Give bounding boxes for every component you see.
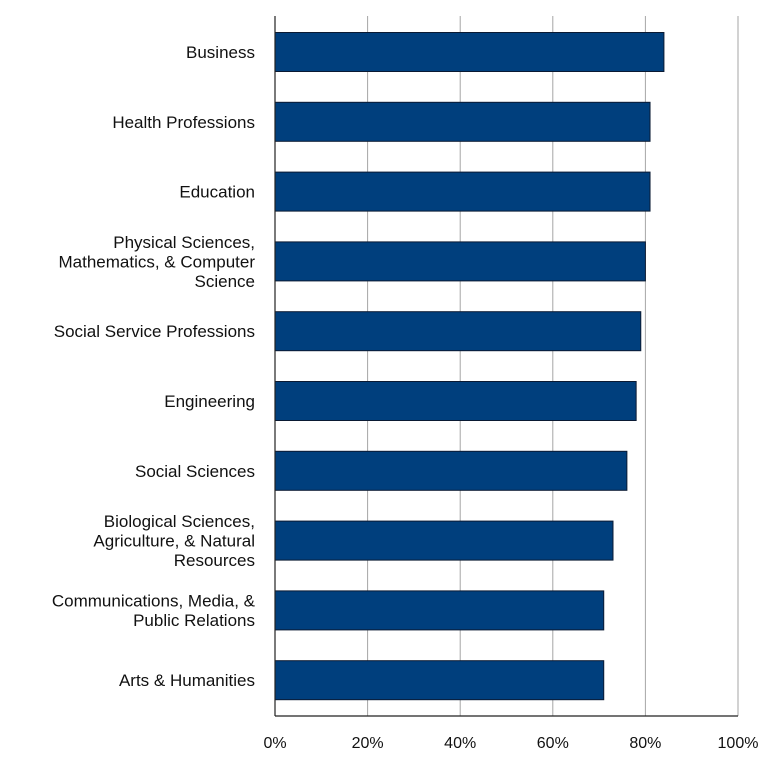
x-tick-label: 40%: [444, 735, 476, 752]
bar: [274, 590, 605, 631]
category-label: Biological Sciences, Agriculture, & Natur…: [93, 512, 255, 570]
bar: [274, 381, 637, 421]
x-tick-label: 100%: [718, 735, 759, 752]
bar: [274, 311, 642, 352]
bar: [274, 101, 651, 142]
x-tick-label: 0%: [263, 735, 286, 752]
x-tick-label: 20%: [352, 735, 384, 752]
category-label: Social Sciences: [135, 462, 255, 481]
category-label: Education: [179, 183, 255, 202]
x-tick-label: 60%: [537, 735, 569, 752]
category-label: Business: [186, 43, 255, 62]
bar: [274, 520, 614, 561]
bar: [274, 660, 605, 701]
bar: [274, 450, 628, 491]
category-label: Arts & Humanities: [119, 671, 255, 690]
category-label: Health Professions: [112, 113, 255, 132]
bar: [274, 171, 651, 212]
category-label: Communications, Media, & Public Relations: [52, 592, 256, 631]
bar: [274, 241, 646, 282]
category-label: Engineering: [164, 392, 255, 411]
bar: [274, 32, 665, 72]
category-label: Social Service Professions: [54, 322, 255, 341]
category-label: Physical Sciences, Mathematics, & Compute…: [58, 233, 255, 291]
x-tick-label: 80%: [629, 735, 661, 752]
